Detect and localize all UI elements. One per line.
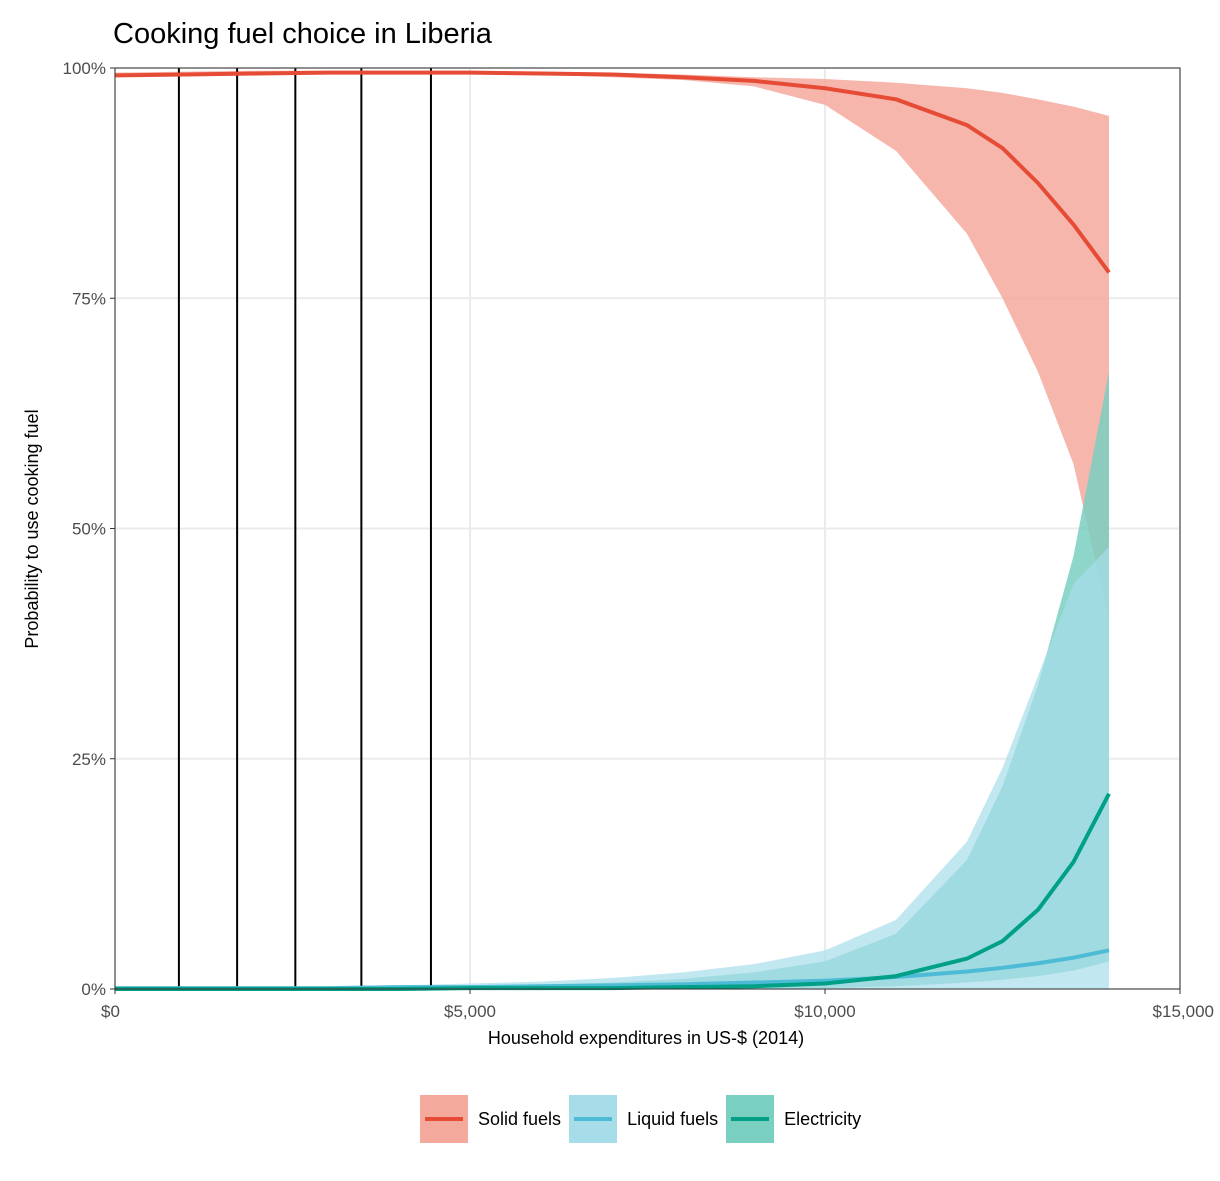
- y-axis-title: Probability to use cooking fuel: [22, 409, 42, 648]
- chart-title: Cooking fuel choice in Liberia: [113, 18, 492, 50]
- legend-label: Liquid fuels: [627, 1108, 719, 1129]
- legend-item: Liquid fuels: [569, 1095, 718, 1143]
- x-tick-label: $15,000: [1153, 1002, 1214, 1021]
- legend-item: Electricity: [726, 1095, 861, 1143]
- y-tick-label: 100%: [63, 59, 106, 78]
- legend: Solid fuels Liquid fuels Electricity: [420, 1094, 869, 1144]
- y-tick-label: 75%: [72, 289, 106, 308]
- x-tick-label: $5,000: [444, 1002, 496, 1021]
- legend-key: [726, 1095, 775, 1143]
- ribbon-layer: [115, 70, 1109, 989]
- ribbon-solid-fuels: [115, 70, 1109, 621]
- vertical-lines-layer: [177, 68, 432, 989]
- legend-key-line: [574, 1117, 613, 1121]
- x-tick-label: $10,000: [794, 1002, 855, 1021]
- legend-label: Electricity: [784, 1108, 862, 1129]
- x-axis-title: Household expenditures in US-$ (2014): [488, 1028, 804, 1048]
- y-tick-label: 25%: [72, 750, 106, 769]
- legend-key: [420, 1095, 468, 1143]
- legend-key-line: [731, 1117, 770, 1121]
- legend-item: Solid fuels: [420, 1095, 561, 1143]
- x-tick-label: $0: [101, 1002, 120, 1021]
- legend-label: Solid fuels: [478, 1108, 562, 1129]
- legend-key-line: [425, 1117, 463, 1121]
- ribbon-liquid-fuels: [115, 546, 1109, 989]
- y-tick-label: 50%: [72, 520, 106, 539]
- tick-layer: 0% 25% 50% 75% 100% $0 $5,000 $10,000 $15,000: [63, 59, 1214, 1021]
- line-solid-fuels: [114, 70, 1111, 274]
- y-tick-label: 0%: [81, 980, 106, 999]
- legend-key: [569, 1095, 618, 1143]
